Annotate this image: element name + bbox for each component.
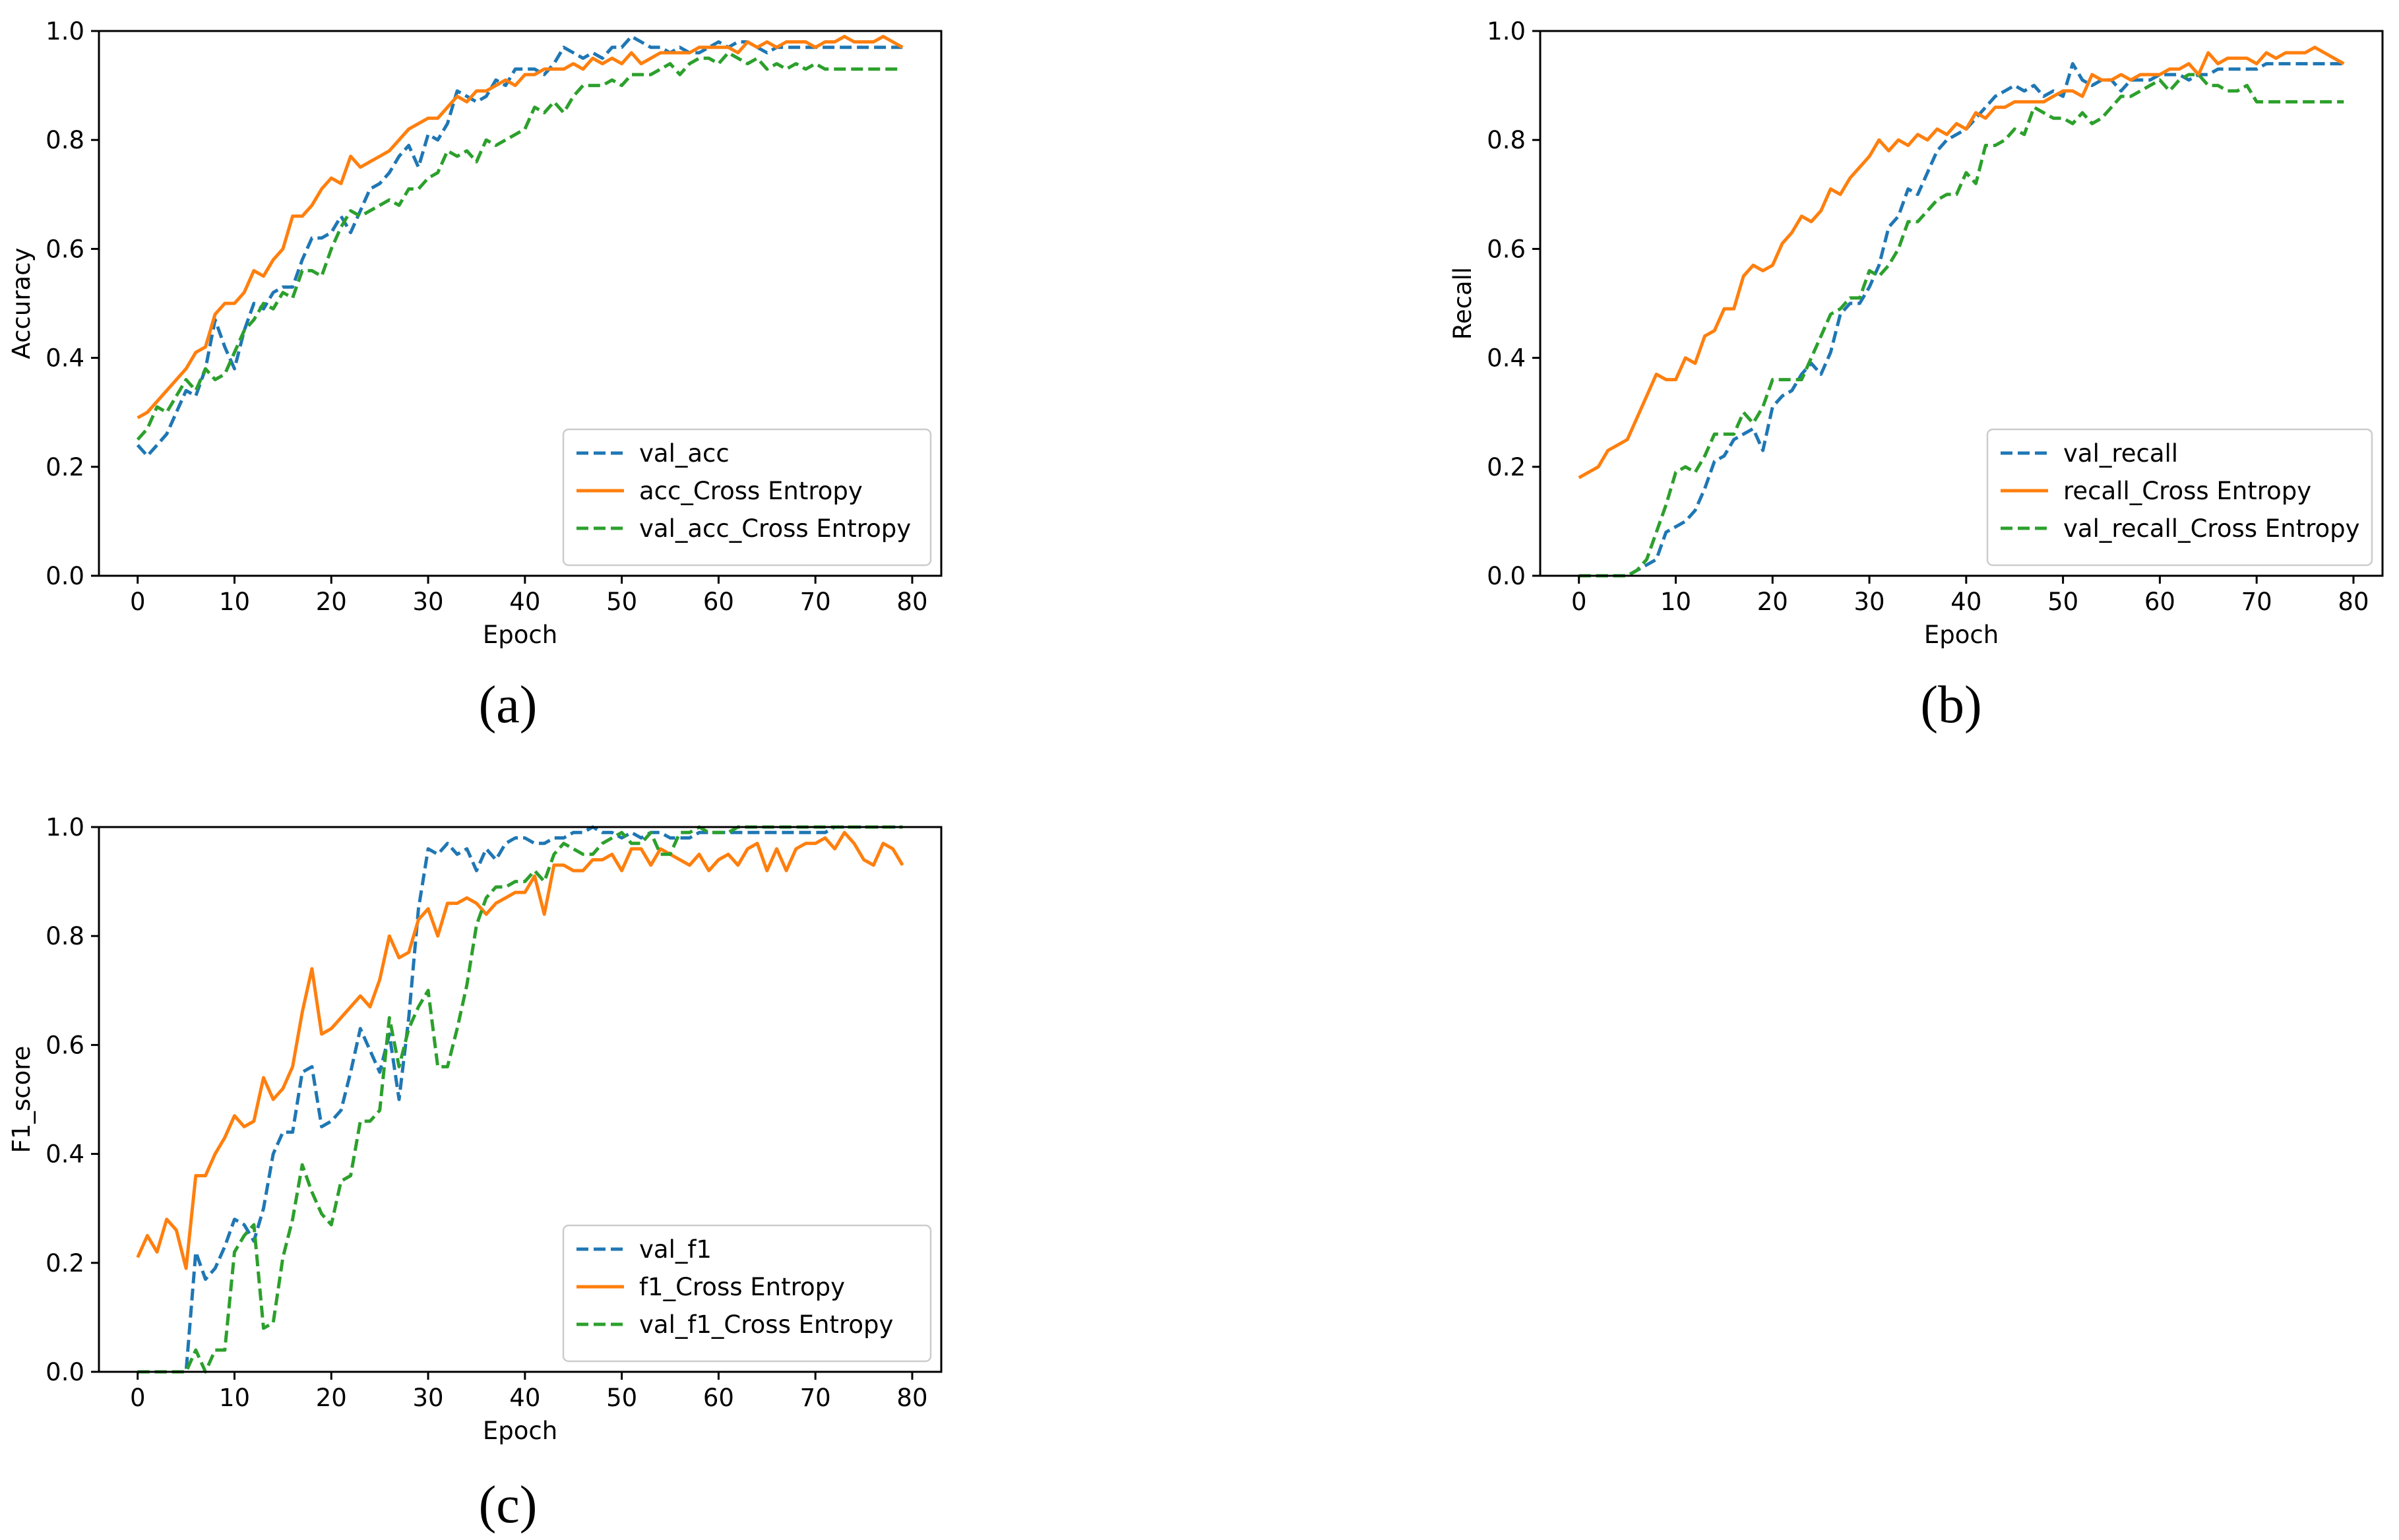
x-axis: 0 10 20 30 40 50 60 70 80 xyxy=(130,1372,928,1412)
x-tick-label: 70 xyxy=(2241,588,2272,616)
chart-panel-3: 0 10 20 30 40 50 60 70 80 0.0 0.2 0.4 0.6 0.8 1.0 Epoch… xyxy=(7,813,943,1534)
x-tick-label: 60 xyxy=(703,1384,734,1412)
series-line-3 xyxy=(137,825,903,1374)
legend-label-1: val_acc xyxy=(639,439,730,468)
y-tick-label: 0.8 xyxy=(46,922,84,950)
chart-panel-1: 0 10 20 30 40 50 60 70 80 0.0 0.2 0.4 0.6 0.8 1.0 Epoch… xyxy=(7,17,943,734)
legend: val_f1 f1_Cross Entropy val_f1_Cross Entro… xyxy=(562,1224,932,1363)
x-tick-label: 80 xyxy=(896,1384,927,1412)
x-tick-label: 60 xyxy=(2144,588,2175,616)
legend: val_acc acc_Cross Entropy val_acc_Cross En… xyxy=(562,428,932,567)
y-tick-label: 0.8 xyxy=(46,126,84,154)
chart-panel-2: 0 10 20 30 40 50 60 70 80 0.0 0.2 0.4 0.6 0.8 1.0 Epoch… xyxy=(1449,17,2384,734)
series-line-3 xyxy=(1578,73,2344,578)
y-tick-label: 0.4 xyxy=(1487,344,1526,373)
y-axis-label: Accuracy xyxy=(7,248,36,359)
panel-caption: (b) xyxy=(1920,676,1981,734)
y-tick-label: 0.6 xyxy=(46,235,84,263)
series-line-1 xyxy=(1578,62,2344,578)
x-tick-label: 80 xyxy=(896,588,927,616)
y-tick-label: 1.0 xyxy=(46,17,84,46)
x-axis: 0 10 20 30 40 50 60 70 80 xyxy=(130,576,928,616)
series-line-2 xyxy=(136,830,904,1270)
x-tick-label: 80 xyxy=(2338,588,2369,616)
x-tick-label: 70 xyxy=(800,1384,831,1412)
legend-box xyxy=(562,428,932,567)
y-axis: 0.0 0.2 0.4 0.6 0.8 1.0 xyxy=(1487,17,1540,590)
y-tick-label: 0.0 xyxy=(46,1358,84,1386)
x-tick-label: 10 xyxy=(1660,588,1691,616)
plot-frame xyxy=(98,826,943,1373)
x-tick-label: 10 xyxy=(219,1384,250,1412)
series-group xyxy=(136,34,904,458)
x-tick-label: 20 xyxy=(316,1384,347,1412)
legend: val_recall recall_Cross Entropy val_recall… xyxy=(1986,428,2373,567)
x-tick-label: 20 xyxy=(1757,588,1788,616)
x-tick-label: 60 xyxy=(703,588,734,616)
x-tick-label: 0 xyxy=(1571,588,1587,616)
legend-label-1: val_recall xyxy=(2063,439,2178,468)
x-axis-label: Epoch xyxy=(483,1417,557,1445)
x-axis-label: Epoch xyxy=(1924,621,1999,649)
series-line-2 xyxy=(1578,46,2345,479)
x-tick-label: 40 xyxy=(509,588,540,616)
series-line-1 xyxy=(136,34,903,458)
series-line-1 xyxy=(137,825,903,1374)
x-tick-label: 0 xyxy=(130,1384,146,1412)
series-group xyxy=(136,825,904,1374)
y-tick-label: 0.2 xyxy=(1487,453,1526,481)
x-tick-label: 70 xyxy=(800,588,831,616)
x-tick-label: 40 xyxy=(1950,588,1981,616)
legend-label-3: val_f1_Cross Entropy xyxy=(639,1310,893,1339)
panel-caption: (a) xyxy=(479,676,538,734)
y-tick-label: 0.2 xyxy=(46,1249,84,1278)
legend-label-2: acc_Cross Entropy xyxy=(639,477,863,505)
x-axis-label: Epoch xyxy=(483,621,557,649)
y-axis: 0.0 0.2 0.4 0.6 0.8 1.0 xyxy=(46,813,99,1386)
legend-label-1: val_f1 xyxy=(639,1235,712,1264)
legend-label-3: val_acc_Cross Entropy xyxy=(639,514,911,543)
x-axis: 0 10 20 30 40 50 60 70 80 xyxy=(1571,576,2369,616)
y-tick-label: 0.8 xyxy=(1487,126,1526,154)
y-tick-label: 0.0 xyxy=(1487,562,1526,590)
y-axis: 0.0 0.2 0.4 0.6 0.8 1.0 xyxy=(46,17,99,590)
y-tick-label: 0.2 xyxy=(46,453,84,481)
x-tick-label: 20 xyxy=(316,588,347,616)
y-tick-label: 0.0 xyxy=(46,562,84,590)
legend-label-2: f1_Cross Entropy xyxy=(639,1273,845,1301)
x-tick-label: 30 xyxy=(1854,588,1885,616)
plot-frame xyxy=(1539,30,2384,577)
x-tick-label: 50 xyxy=(606,1384,637,1412)
x-tick-label: 30 xyxy=(413,1384,444,1412)
x-tick-label: 30 xyxy=(413,588,444,616)
panel-caption: (c) xyxy=(479,1476,538,1534)
x-tick-label: 0 xyxy=(130,588,146,616)
y-tick-label: 0.6 xyxy=(46,1031,84,1059)
x-tick-label: 50 xyxy=(2047,588,2078,616)
y-tick-label: 0.4 xyxy=(46,1140,84,1169)
y-axis-label: Recall xyxy=(1449,267,1477,340)
legend-box xyxy=(562,1224,932,1363)
x-tick-label: 10 xyxy=(219,588,250,616)
x-tick-label: 40 xyxy=(509,1384,540,1412)
legend-label-2: recall_Cross Entropy xyxy=(2063,477,2311,505)
series-line-3 xyxy=(136,51,903,441)
legend-box xyxy=(1986,428,2373,567)
legend-label-3: val_recall_Cross Entropy xyxy=(2063,514,2360,543)
x-tick-label: 50 xyxy=(606,588,637,616)
y-tick-label: 1.0 xyxy=(1487,17,1526,46)
y-axis-label: F1_score xyxy=(7,1046,36,1154)
y-tick-label: 1.0 xyxy=(46,813,84,842)
y-tick-label: 0.4 xyxy=(46,344,84,373)
y-tick-label: 0.6 xyxy=(1487,235,1526,263)
series-line-2 xyxy=(137,34,904,419)
plot-frame xyxy=(98,30,943,577)
series-group xyxy=(1578,46,2345,578)
